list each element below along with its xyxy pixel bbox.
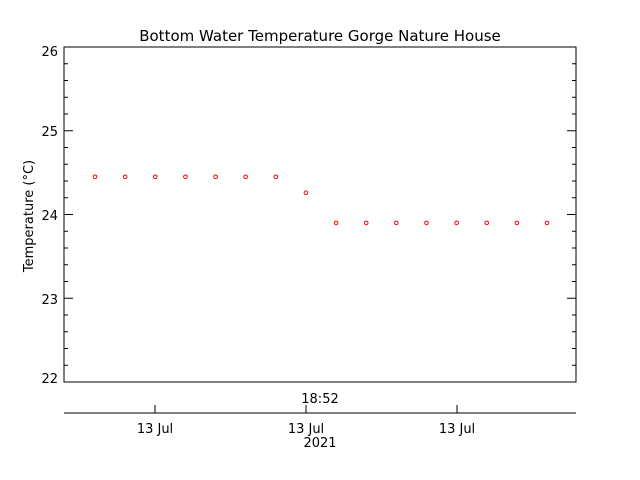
x-date-label: 13 Jul bbox=[137, 422, 173, 437]
chart-title: Bottom Water Temperature Gorge Nature Ho… bbox=[139, 27, 501, 45]
x-date-label: 13 Jul bbox=[439, 422, 475, 437]
plot-frame bbox=[63, 46, 577, 383]
data-point bbox=[514, 220, 520, 226]
y-axis-label: Temperature (°C) bbox=[22, 160, 37, 273]
data-point bbox=[273, 174, 279, 180]
y-tick-label: 23 bbox=[41, 293, 58, 308]
data-point bbox=[484, 220, 490, 226]
y-tick-labels: 22 23 24 25 26 bbox=[41, 45, 58, 387]
data-point bbox=[363, 220, 369, 226]
y-tick-label: 26 bbox=[41, 45, 58, 60]
data-point bbox=[122, 174, 128, 180]
data-point bbox=[152, 174, 158, 180]
y-axis-ticks bbox=[64, 46, 576, 383]
x-date-label: 13 Jul bbox=[288, 422, 324, 437]
data-point bbox=[183, 174, 188, 180]
data-point bbox=[92, 174, 98, 180]
data-point bbox=[213, 174, 218, 180]
data-points bbox=[92, 174, 550, 226]
x-year-label: 2021 bbox=[303, 436, 336, 451]
data-point bbox=[303, 190, 309, 196]
x-time-label: 18:52 bbox=[301, 392, 338, 407]
data-point bbox=[454, 220, 459, 226]
y-tick-label: 25 bbox=[41, 125, 58, 140]
data-point bbox=[394, 220, 399, 226]
y-tick-label: 24 bbox=[41, 209, 58, 224]
data-point bbox=[424, 220, 429, 226]
data-point bbox=[544, 220, 550, 226]
data-point bbox=[243, 174, 248, 180]
y-tick-label: 22 bbox=[41, 372, 58, 387]
data-point bbox=[333, 220, 339, 226]
